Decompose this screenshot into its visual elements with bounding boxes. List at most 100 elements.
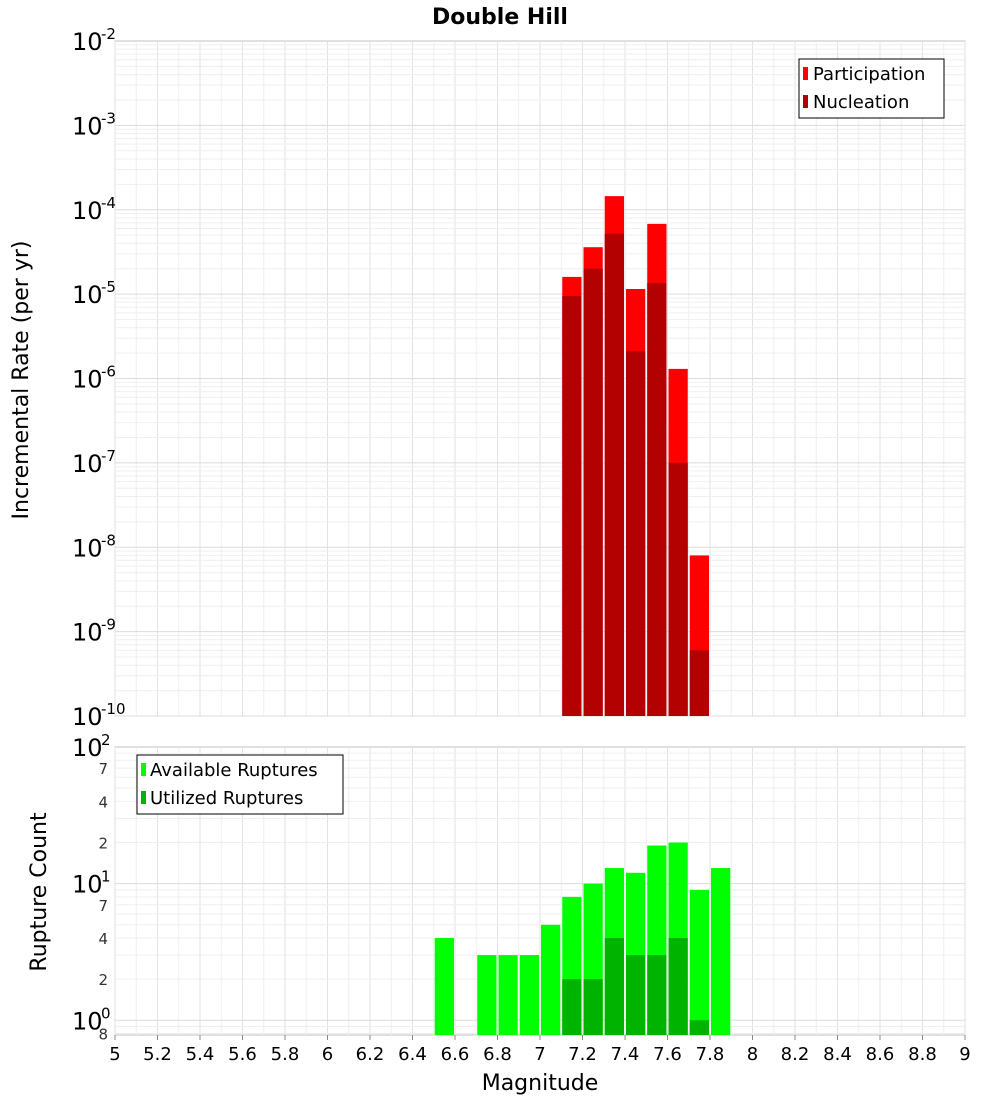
legend-swatch-utilized — [141, 791, 146, 804]
x-tick-label: 6.8 — [483, 1044, 512, 1065]
count-bars — [434, 842, 731, 1035]
count-y-minor-tick: 4 — [98, 930, 108, 948]
y-tick-base: 10 — [72, 450, 103, 478]
x-tick-label: 7.2 — [568, 1044, 597, 1065]
y-tick-exponent: -5 — [101, 278, 116, 296]
legend-swatch-available — [141, 763, 146, 776]
y-tick-base: 10 — [72, 281, 103, 309]
rate-bars — [562, 196, 709, 716]
x-tick-label: 7.6 — [653, 1044, 682, 1065]
y-tick-exponent: -3 — [101, 109, 116, 127]
rate-grid — [114, 41, 966, 717]
rate-bar-nucleation — [562, 296, 582, 716]
count-y-minor-tick: 4 — [98, 793, 108, 811]
x-axis-label: Magnitude — [482, 1071, 599, 1096]
count-bar-available-ruptures — [434, 937, 454, 1035]
x-tick-label: 7 — [534, 1044, 545, 1065]
rate-y-tick: 10-3 — [72, 109, 116, 140]
x-tick-label: 6.4 — [398, 1044, 427, 1065]
x-tick-label: 6.2 — [356, 1044, 385, 1065]
x-tick-label: 8.8 — [908, 1044, 937, 1065]
count-bar-available-ruptures — [689, 889, 709, 1035]
y-tick-base: 10 — [72, 619, 103, 647]
y-tick-base: 10 — [72, 734, 103, 762]
count-y-minor-tick: 2 — [98, 971, 108, 989]
y-tick-base: 10 — [72, 197, 103, 225]
x-tick-label: 6.6 — [441, 1044, 470, 1065]
legend-label-available: Available Ruptures — [150, 760, 318, 781]
count-bar-available-ruptures — [477, 955, 497, 1035]
x-tick-label: 5.6 — [228, 1044, 257, 1065]
rate-y-tick: 10-9 — [72, 616, 116, 647]
chart-title: Double Hill — [432, 5, 568, 30]
y-tick-base: 10 — [72, 534, 103, 562]
y-tick-exponent: 0 — [101, 1004, 111, 1022]
x-tick-label: 5 — [109, 1044, 120, 1065]
y-tick-exponent: -9 — [101, 616, 116, 634]
y-tick-exponent: 2 — [101, 731, 111, 749]
count-bar-utilized-ruptures — [562, 979, 582, 1035]
rate-y-axis-label: Incremental Rate (per yr) — [9, 241, 34, 520]
count-bar-utilized-ruptures — [647, 955, 667, 1035]
count-bar-available-ruptures — [498, 955, 518, 1035]
y-tick-exponent: -2 — [101, 25, 116, 43]
x-tick-labels: 5 5.2 5.4 5.6 5.8 6 6.2 6.4 6.6 6.8 7 7.2 7.4 7.6 7.8 8… — [109, 1035, 971, 1065]
rate-y-tick-labels: 10-210-310-410-510-610-710-810-910-10 — [72, 25, 126, 731]
count-legend: Available Ruptures Utilized Ruptures — [136, 754, 344, 815]
legend-swatch-participation — [803, 67, 808, 80]
x-tick-label: 5.8 — [271, 1044, 300, 1065]
y-tick-base: 10 — [72, 28, 103, 56]
count-y-axis-label: Rupture Count — [27, 812, 52, 972]
legend-label-utilized: Utilized Ruptures — [150, 788, 303, 809]
count-bar-available-ruptures — [541, 924, 561, 1035]
rate-bar-nucleation — [583, 268, 603, 716]
rate-legend: Participation Nucleation — [798, 58, 945, 119]
rate-y-tick: 10-7 — [72, 447, 116, 478]
rate-y-tick: 10-5 — [72, 278, 116, 309]
count-y-major-tick: 101 — [72, 868, 111, 899]
x-tick-label: 9 — [959, 1044, 970, 1065]
x-tick-label: 8.6 — [866, 1044, 895, 1065]
y-tick-exponent: -7 — [101, 447, 116, 465]
legend-label-participation: Participation — [813, 64, 925, 85]
y-tick-exponent: 1 — [101, 868, 111, 886]
count-y-minor-tick: 7 — [98, 897, 108, 915]
rate-bar-nucleation — [604, 233, 624, 716]
count-bar-available-ruptures — [711, 868, 731, 1035]
rate-bar-nucleation — [626, 351, 646, 716]
rate-y-tick: 10-6 — [72, 363, 116, 394]
x-tick-label: 8.2 — [781, 1044, 810, 1065]
count-bar-available-ruptures — [519, 955, 539, 1035]
rate-bar-nucleation — [668, 462, 688, 716]
rate-bar-nucleation — [647, 283, 667, 716]
y-tick-base: 10 — [72, 703, 103, 731]
y-tick-base: 10 — [72, 366, 103, 394]
y-tick-exponent: -8 — [101, 531, 116, 549]
x-tick-label: 7.4 — [611, 1044, 640, 1065]
rate-y-tick: 10-8 — [72, 531, 116, 562]
rate-y-tick: 10-4 — [72, 194, 116, 225]
y-tick-base: 10 — [72, 1007, 103, 1035]
count-y-minor-tick: 2 — [98, 834, 108, 852]
x-tick-label: 6 — [322, 1044, 333, 1065]
y-tick-exponent: -10 — [101, 700, 126, 718]
y-tick-base: 10 — [72, 871, 103, 899]
x-tick-label: 8 — [747, 1044, 758, 1065]
count-bar-utilized-ruptures — [668, 937, 688, 1035]
y-tick-exponent: -4 — [101, 194, 116, 212]
count-y-minor-tick: 8 — [98, 1025, 108, 1043]
count-y-minor-tick: 7 — [98, 760, 108, 778]
x-tick-label: 5.2 — [143, 1044, 172, 1065]
count-y-major-tick: 102 — [72, 731, 111, 762]
x-tick-label: 8.4 — [823, 1044, 852, 1065]
count-bar-utilized-ruptures — [689, 1020, 709, 1035]
legend-swatch-nucleation — [803, 95, 808, 108]
x-tick-label: 5.4 — [186, 1044, 215, 1065]
legend-label-nucleation: Nucleation — [813, 92, 909, 113]
count-bar-utilized-ruptures — [626, 955, 646, 1035]
y-tick-base: 10 — [72, 112, 103, 140]
count-bar-utilized-ruptures — [583, 979, 603, 1035]
rate-bar-nucleation — [689, 650, 709, 716]
